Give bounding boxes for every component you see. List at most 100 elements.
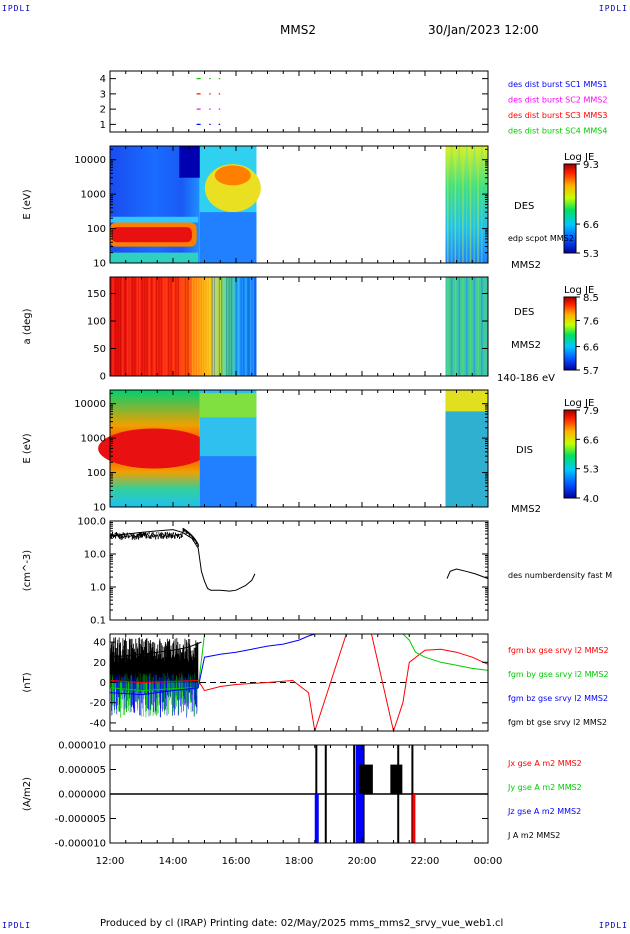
panel-density-noise (120, 536, 122, 541)
panel-density-noise (148, 535, 150, 537)
panel-density-noise (150, 535, 152, 539)
panel-density-noise (189, 533, 191, 536)
panel-density-noise (144, 532, 146, 537)
panel-density-noise (181, 534, 183, 538)
panel-des-pitch-stripe (117, 277, 119, 376)
time-axis-label: 12:00 (96, 856, 125, 867)
panel-density-noise (113, 534, 115, 537)
panel-density-noise (138, 533, 140, 536)
panel-des-pitch-stripe (165, 277, 167, 376)
panel-density-noise (153, 536, 155, 538)
panel-density-noise (151, 533, 153, 536)
corner-mark-top-right: IPDLI (598, 4, 628, 13)
panel-dis-energy-instrument-label: DIS (516, 445, 533, 456)
panel-density-noise (121, 533, 123, 537)
panel-des-energy-stripe (462, 146, 464, 263)
panel-des-energy-stripe (458, 146, 460, 263)
panel-density-noise (157, 535, 159, 540)
panel-density-noise (159, 533, 161, 536)
panel-density-noise (114, 532, 116, 535)
panel-dis-energy-core (98, 428, 211, 469)
panel-density-noise (174, 532, 176, 536)
panel-density-series-line-1 (446, 568, 489, 580)
panel-density-noise (140, 534, 142, 538)
panel-density-noise (161, 532, 163, 535)
panel-dis-energy-colorbar (563, 409, 577, 499)
panel-density-noise (181, 531, 183, 536)
panel-availability-mark (218, 78, 221, 80)
panel-density-ylabel: (cm^-3) (22, 550, 33, 591)
panel-density-noise (126, 533, 128, 538)
panel-density-noise (148, 531, 150, 535)
panel-density-noise (123, 536, 125, 538)
panel-des-pitch-colorbar-label: 5.7 (583, 366, 599, 377)
panel-des-pitch-stripe (189, 277, 192, 376)
panel-des-pitch-stripe-late (473, 277, 476, 376)
panel-density-noise (158, 532, 160, 534)
panel-dis-energy-colorbar-label: 5.3 (583, 465, 599, 476)
panel-des-pitch-stripe (129, 277, 131, 376)
panel-current-density-legend-0: Jx gse A m2 MMS2 (507, 759, 582, 768)
panel-density-noise (126, 532, 128, 534)
panel-des-pitch-stripe (187, 277, 189, 376)
panel-des-energy-stripe (469, 146, 472, 263)
panel-density-noise (167, 534, 169, 537)
panel-density-noise (169, 534, 171, 537)
panel-density-noise (117, 534, 119, 538)
panel-dis-energy-colorbar-label: 6.6 (583, 435, 599, 446)
panel-des-pitch-stripe-late (458, 277, 460, 376)
panel-density-noise (184, 528, 186, 531)
panel-density-noise (190, 533, 192, 536)
panel-des-energy-stripe (481, 146, 483, 263)
panel-magnetic-field-legend-2: fgm bz gse srvy l2 MMS2 (508, 694, 608, 703)
panel-des-energy-colorbar-label: 5.3 (583, 249, 599, 260)
panel-density-noise (112, 534, 114, 537)
panel-des-energy-sheath-peak (214, 165, 251, 186)
panel-des-energy-band-edge (110, 216, 199, 223)
panel-des-pitch-stripe (136, 277, 138, 376)
panel-availability-mark (218, 123, 221, 125)
panel-des-energy-sheath-low (199, 212, 257, 263)
footer-credit: Produced by cl (IRAP) Printing date: 02/… (100, 918, 504, 929)
panel-density-noise (112, 531, 114, 534)
panel-density-noise (184, 529, 186, 531)
panel-density-noise (182, 535, 184, 537)
panel-des-pitch-stripe (194, 277, 196, 376)
corner-mark-bottom-right: IPDLI (598, 921, 628, 930)
panel-density-noise (176, 535, 178, 538)
panel-availability-ytick-label: 3 (100, 89, 106, 100)
panel-des-energy-stripe (450, 146, 453, 263)
panel-density-series-line-0 (109, 529, 256, 592)
panel-magnetic-field-series-line-2 (109, 633, 315, 696)
panel-dis-energy-sheath-hi (199, 393, 257, 418)
panel-current-density-jx-spike (412, 794, 416, 843)
panel-dis-energy-ytick-label: 10000 (74, 399, 106, 410)
panel-availability-mark (209, 123, 211, 125)
panel-des-pitch-stripe (160, 277, 163, 376)
panel-des-pitch-stripe (204, 277, 206, 376)
panel-magnetic-field-ytick-label: -40 (90, 718, 106, 729)
panel-density-noise (189, 532, 191, 537)
panel-des-pitch-stripe (163, 277, 165, 376)
panel-density-noise (163, 535, 165, 538)
panel-magnetic-field-series-line-3 (109, 641, 202, 658)
panel-current-density-ylabel: (A/m2) (22, 777, 33, 811)
panel-density-noise (123, 533, 125, 537)
panel-magnetic-field-legend-1: fgm by gse srvy l2 MMS2 (508, 670, 609, 679)
panel-density-ytick-label: 100.0 (77, 517, 106, 528)
panel-density-noise (193, 537, 195, 541)
panel-density-noise (171, 534, 173, 538)
panel-availability-legend-2: des dist burst SC3 MMS3 (508, 111, 607, 120)
panel-availability-legend-1: des dist burst SC2 MMS2 (508, 96, 607, 105)
time-axis-label: 18:00 (285, 856, 314, 867)
panel-density-noise (127, 535, 129, 538)
panel-density-noise (158, 533, 160, 536)
panel-density-noise (187, 531, 189, 533)
panel-current-density-jz-spike (314, 794, 319, 843)
panel-des-pitch-stripe (170, 277, 172, 376)
panel-density-ytick-label: 10.0 (84, 550, 106, 561)
time-axis-label: 22:00 (411, 856, 440, 867)
panel-density-noise (169, 533, 171, 536)
panel-density-noise (139, 534, 141, 539)
panel-dis-energy-colorbar-label: 7.9 (583, 406, 599, 417)
